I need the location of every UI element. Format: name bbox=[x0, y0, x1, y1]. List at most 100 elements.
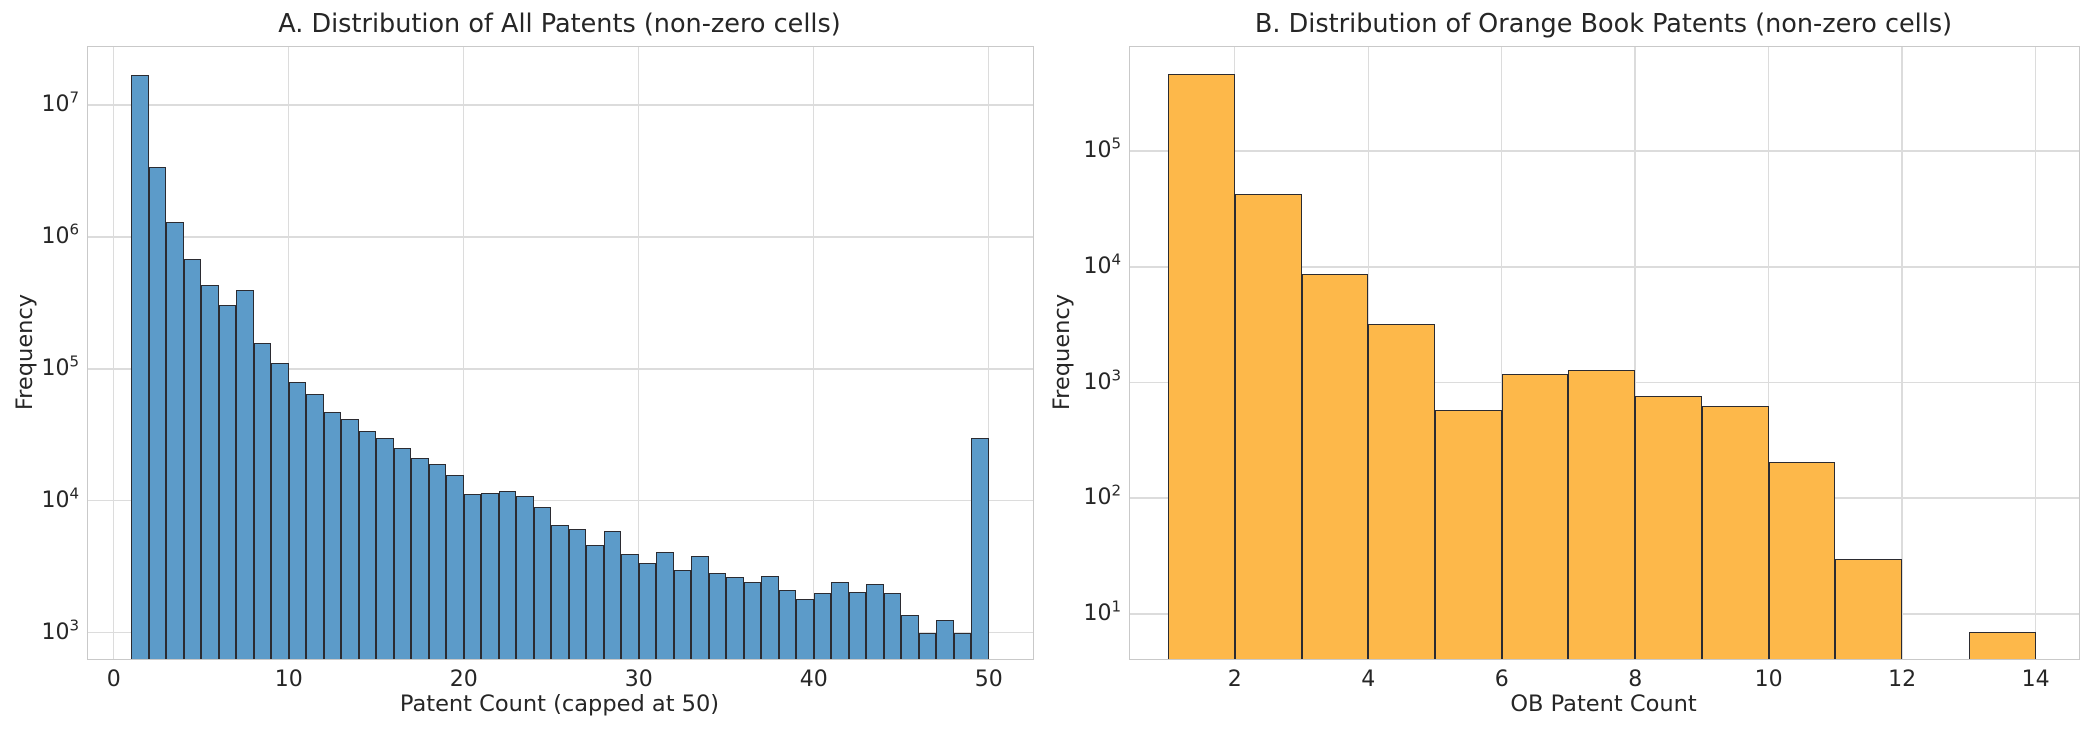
histogram-bar bbox=[516, 496, 534, 659]
histogram-bar bbox=[218, 304, 237, 659]
histogram-bar bbox=[1568, 370, 1636, 659]
gridline-vertical bbox=[813, 47, 815, 659]
y-tick-label: 101 bbox=[1083, 597, 1121, 626]
x-tick-label: 0 bbox=[106, 667, 121, 692]
histogram-bar bbox=[866, 583, 884, 659]
y-tick-label: 106 bbox=[41, 220, 79, 249]
x-tick-label: 2 bbox=[1227, 667, 1242, 692]
x-tick-label: 30 bbox=[624, 667, 653, 692]
gridline-vertical bbox=[1634, 47, 1636, 659]
histogram-bar bbox=[376, 437, 394, 659]
histogram-bar bbox=[1835, 558, 1903, 659]
histogram-bar bbox=[1635, 396, 1702, 659]
histogram-bar bbox=[288, 382, 307, 659]
gridline-vertical bbox=[1501, 47, 1503, 659]
gridline-vertical bbox=[1367, 47, 1369, 659]
gridline-horizontal bbox=[88, 104, 1033, 106]
gridline-horizontal bbox=[88, 500, 1033, 502]
histogram-bar bbox=[411, 458, 429, 659]
x-tick-label: 10 bbox=[1754, 667, 1783, 692]
histogram-bar bbox=[498, 491, 517, 659]
histogram-bar bbox=[831, 582, 849, 659]
histogram-bar bbox=[708, 572, 727, 659]
histogram-bar bbox=[1701, 405, 1769, 659]
histogram-bar bbox=[306, 394, 324, 659]
gridline-vertical bbox=[463, 47, 465, 659]
histogram-bar bbox=[236, 290, 254, 659]
histogram-bar bbox=[918, 632, 937, 659]
histogram-bar bbox=[848, 591, 867, 659]
x-tick-label: 6 bbox=[1494, 667, 1509, 692]
histogram-bar bbox=[743, 582, 762, 659]
panel-b-x-axis-label: OB Patent Count bbox=[1510, 691, 1697, 717]
y-tick-label: 102 bbox=[1083, 481, 1121, 511]
y-tick-label: 105 bbox=[1083, 134, 1121, 164]
histogram-bar bbox=[568, 529, 587, 659]
gridline-horizontal bbox=[1130, 150, 2079, 152]
histogram-bar bbox=[971, 437, 989, 659]
x-tick-label: 14 bbox=[2021, 667, 2050, 692]
histogram-bar bbox=[428, 463, 447, 659]
histogram-bar bbox=[358, 430, 377, 659]
y-tick-label: 107 bbox=[41, 88, 79, 118]
histogram-bar bbox=[341, 418, 359, 659]
histogram-bar bbox=[813, 592, 832, 659]
panel-b-title: B. Distribution of Orange Book Patents (… bbox=[1254, 9, 1953, 39]
x-tick-label: 8 bbox=[1628, 667, 1643, 692]
histogram-bar bbox=[621, 553, 639, 659]
gridline-vertical bbox=[638, 47, 640, 659]
histogram-bar bbox=[271, 362, 289, 659]
y-tick-label: 105 bbox=[41, 352, 79, 381]
gridline-vertical bbox=[988, 47, 990, 659]
y-tick-label: 104 bbox=[1083, 250, 1121, 279]
histogram-bar bbox=[638, 562, 657, 659]
histogram-bar bbox=[1434, 409, 1502, 659]
histogram-bar bbox=[796, 598, 814, 659]
histogram-bar bbox=[148, 166, 167, 659]
gridline-vertical bbox=[2034, 47, 2037, 659]
histogram-bar bbox=[1301, 273, 1369, 659]
histogram-bar bbox=[1768, 462, 1836, 659]
gridline-vertical bbox=[1767, 47, 1770, 659]
panel-b-plot-area: 101 102 103 104 105 2 4 6 8 10 12 14 bbox=[1083, 46, 2080, 692]
gridline-vertical bbox=[288, 47, 290, 659]
histogram-bar bbox=[778, 590, 797, 659]
x-tick-label: 50 bbox=[974, 667, 1003, 692]
x-tick-label: 20 bbox=[449, 667, 478, 692]
panel-a-plot-area: 103 104 105 106 107 0 10 20 30 40 50 bbox=[41, 46, 1034, 692]
histogram-bar bbox=[1168, 74, 1235, 659]
gridline-horizontal bbox=[88, 236, 1033, 238]
histogram-bar bbox=[463, 494, 482, 659]
histogram-bar bbox=[603, 530, 622, 659]
histogram-bar bbox=[883, 592, 902, 659]
histogram-bar bbox=[131, 75, 149, 659]
gridline-vertical bbox=[1901, 47, 1903, 659]
histogram-bar bbox=[183, 258, 202, 659]
gridline-horizontal bbox=[1130, 266, 2079, 268]
x-tick-label: 12 bbox=[1888, 667, 1917, 692]
histogram-bar bbox=[953, 632, 972, 659]
y-tick-label: 104 bbox=[41, 484, 79, 513]
histogram-bar bbox=[901, 615, 919, 659]
gridline-vertical bbox=[113, 47, 115, 659]
histogram-bar bbox=[1501, 374, 1569, 659]
histogram-bar bbox=[323, 412, 342, 659]
x-tick-label: 4 bbox=[1361, 667, 1376, 692]
y-tick-label: 103 bbox=[41, 616, 79, 645]
histogram-bar bbox=[166, 221, 184, 659]
histogram-bar bbox=[481, 492, 499, 659]
histogram-bar bbox=[936, 619, 954, 659]
panel-a-x-axis-label: Patent Count (capped at 50) bbox=[399, 691, 720, 717]
histogram-bar bbox=[656, 552, 674, 659]
histogram-bar bbox=[201, 285, 219, 659]
histogram-bar bbox=[253, 343, 272, 659]
x-tick-label: 10 bbox=[274, 667, 303, 692]
histogram-bar bbox=[691, 556, 709, 659]
histogram-bar bbox=[673, 569, 692, 659]
histogram-bar bbox=[1368, 324, 1435, 659]
histogram-bar bbox=[446, 474, 464, 659]
histogram-bar bbox=[586, 545, 604, 659]
x-tick-label: 40 bbox=[799, 667, 828, 692]
histogram-bar bbox=[393, 448, 412, 659]
